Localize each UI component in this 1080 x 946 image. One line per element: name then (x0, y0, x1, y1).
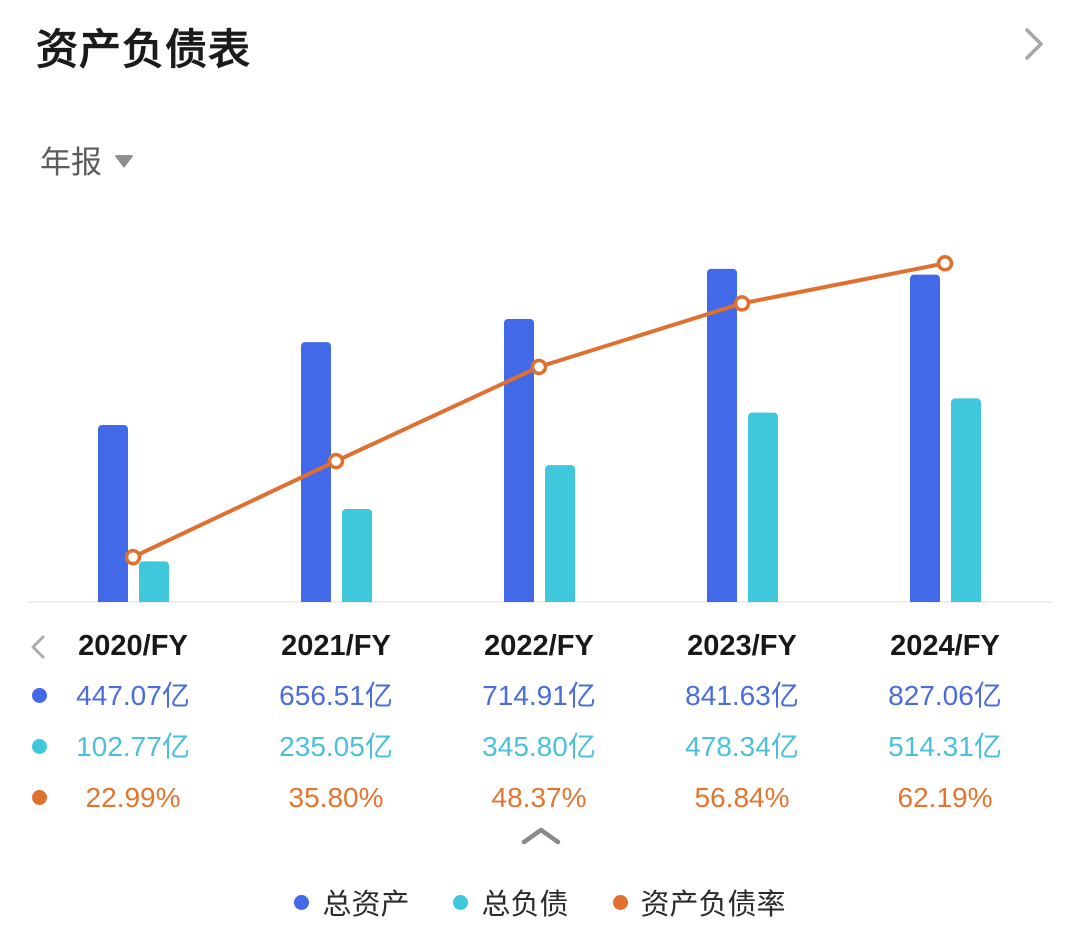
period-column-header: 2021/FY (281, 630, 391, 662)
total-liabilities-row-dot (32, 739, 47, 754)
total-liabilities-bar (342, 508, 372, 602)
legend-item: 总负债 (453, 881, 569, 923)
total-liabilities-value: 235.05亿 (279, 731, 393, 762)
debt-ratio-point-marker (327, 452, 345, 470)
period-column-header: 2024/FY (890, 630, 1000, 662)
total-assets-value: 447.07亿 (76, 680, 190, 711)
debt-ratio-value: 35.80% (288, 782, 384, 813)
total-assets-bar (504, 319, 534, 602)
debt-ratio-value: 62.19% (897, 782, 993, 813)
total-assets-row-dot (32, 688, 47, 703)
debt-ratio-point-marker (530, 358, 548, 376)
legend-label: 总负债 (481, 889, 569, 921)
total-liabilities-value: 514.31亿 (888, 731, 1002, 762)
chevron-left-icon[interactable] (28, 634, 48, 660)
legend-dot-icon (453, 894, 469, 910)
debt-ratio-point-marker (124, 548, 142, 566)
period-column-header: 2020/FY (78, 630, 188, 662)
period-column-header: 2023/FY (687, 630, 797, 662)
total-assets-value: 827.06亿 (888, 680, 1002, 711)
chart-legend: 总资产 总负债 资产负债率 (0, 881, 1080, 923)
period-dropdown-label: 年报 (40, 144, 102, 180)
debt-ratio-value: 56.84% (694, 782, 790, 813)
debt-ratio-point-marker (936, 255, 954, 272)
balance-sheet-combo-chart[interactable] (0, 222, 1080, 604)
debt-ratio-line (131, 261, 947, 560)
dropdown-arrow-icon (114, 154, 134, 168)
chevron-right-icon[interactable] (1020, 26, 1048, 62)
legend-item: 资产负债率 (612, 881, 786, 923)
debt-ratio-value: 22.99% (85, 782, 181, 813)
period-dropdown[interactable]: 年报 (40, 139, 134, 180)
period-column[interactable]: 2024/FY 827.06亿 514.31亿 62.19% (843, 622, 1047, 823)
total-liabilities-bar (951, 398, 981, 602)
period-column-header: 2022/FY (484, 630, 594, 662)
total-assets-value: 656.51亿 (279, 680, 393, 711)
total-liabilities-bar (748, 412, 778, 602)
page-title: 资产负债表 (36, 26, 252, 73)
period-data-table: 2020/FY 447.07亿 102.77亿 22.99% 2021/FY 656.51… (0, 622, 1080, 828)
legend-dot-icon (612, 894, 628, 910)
legend-item: 总资产 (294, 881, 409, 923)
debt-ratio-value: 48.37% (491, 782, 587, 813)
total-liabilities-bar (139, 561, 169, 602)
total-assets-bar (910, 274, 940, 602)
total-liabilities-bar (545, 465, 575, 602)
total-liabilities-value: 345.80亿 (482, 731, 596, 762)
period-column[interactable]: 2021/FY 656.51亿 235.05亿 35.80% (234, 622, 438, 823)
legend-dot-icon (294, 894, 310, 910)
period-column[interactable]: 2020/FY 447.07亿 102.77亿 22.99% (31, 622, 235, 823)
total-liabilities-value: 478.34亿 (685, 731, 799, 762)
period-column[interactable]: 2023/FY 841.63亿 478.34亿 56.84% (640, 622, 844, 823)
debt-ratio-row-dot (32, 790, 47, 805)
total-assets-bar (707, 268, 737, 602)
legend-label: 总资产 (322, 889, 410, 921)
total-assets-value: 841.63亿 (685, 680, 799, 711)
total-liabilities-value: 102.77亿 (76, 731, 190, 762)
collapse-up-icon[interactable] (521, 826, 561, 846)
total-assets-bar (98, 425, 128, 602)
total-assets-value: 714.91亿 (482, 680, 596, 711)
debt-ratio-point-marker (733, 295, 751, 312)
legend-label: 资产负债率 (640, 889, 786, 921)
period-column[interactable]: 2022/FY 714.91亿 345.80亿 48.37% (437, 622, 641, 823)
